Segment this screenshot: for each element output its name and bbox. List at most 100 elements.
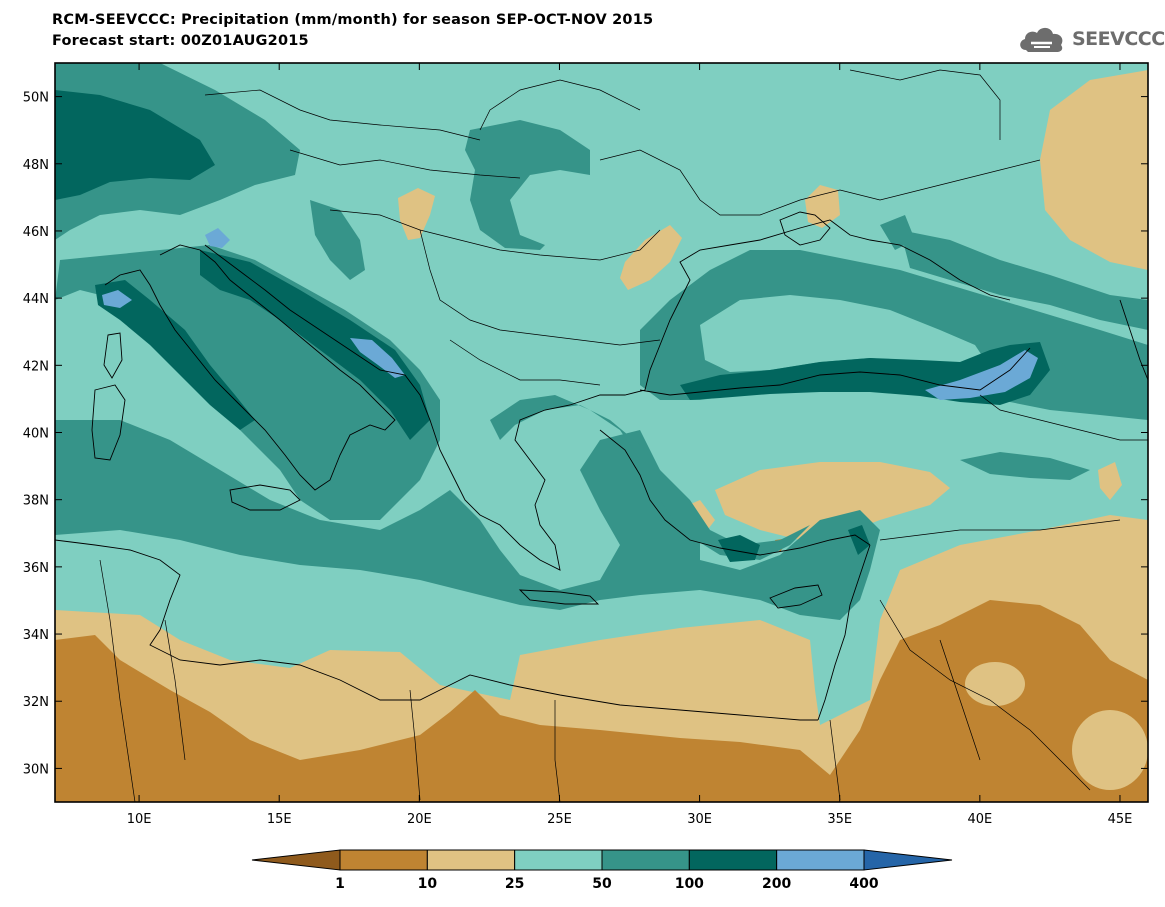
lon-tick-label: 10E [127,812,152,827]
lat-tick-label: 50N [23,91,49,106]
border-15 [409,689,421,801]
band-200-400-adriatic [350,338,405,378]
band-100-200-turkey-s [718,535,760,562]
colorbar: 1 10 25 50 100 200 400 [251,849,953,892]
lat-tick-label: 30N [23,762,49,777]
band-10-25-northeast [1040,70,1148,270]
band-25-50-blacksea-inner [700,295,985,372]
colorbar-low-triangle [251,849,341,871]
coast-cyprus [769,584,823,609]
band-50-100-georgia [1060,350,1148,390]
border-9 [979,394,1148,441]
band-50-100-ionian [55,420,880,620]
border-3 [329,209,661,261]
coast-levant [817,544,871,721]
coast-sardinia [91,384,126,461]
colorbar-label: 10 [418,876,438,892]
band-10-25-turkey-e [1098,462,1122,500]
band-10-25-anatolia [715,462,950,540]
lat-tick-label: 42N [23,359,49,374]
border-14 [554,700,561,802]
colorbar-box [426,849,516,871]
lon-tick-label: 30E [687,812,712,827]
colorbar-box [776,849,865,871]
lon-tick-label: 45E [1108,812,1133,827]
lat-tick-label: 34N [23,628,49,643]
forecast-start-label: Forecast start: 00Z01AUG2015 [52,33,309,49]
border-5 [449,339,601,386]
band-50-100-aegean [490,395,810,560]
band-200-400-liguria [102,290,132,308]
border-6 [599,149,1041,216]
border-16 [99,559,136,802]
lat-tick-label: 48N [23,158,49,173]
border-4 [419,229,661,346]
colorbar-label: 400 [849,876,878,892]
lat-tick-label: 40N [23,427,49,442]
border-2 [289,149,521,179]
band-50-100-caucasus [900,230,1148,330]
coast-caspian [1119,299,1148,381]
coast-balkans [204,219,1011,571]
colorbar-label: 200 [762,876,791,892]
lat-tick-label: 44N [23,292,49,307]
colorbar-box [688,849,778,871]
coast-blacksea-s [639,347,1031,396]
lon-tick-label: 40E [967,812,992,827]
colorbar-label: 100 [675,876,704,892]
border-1 [204,89,481,141]
seevccc-logo: SEEVCCC [1016,22,1165,58]
band-10-25-moldova [620,225,682,290]
colorbar-box [601,849,690,871]
coast-corsica [103,332,123,379]
band-200-400-istria [205,228,230,248]
colorbar-label: 1 [335,876,345,892]
lat-tick-label: 38N [23,494,49,509]
coast-italy [104,244,396,491]
coastlines [55,211,1148,721]
lat-tick-label: 32N [23,695,49,710]
lon-tick-label: 15E [267,812,292,827]
colorbar-box [339,849,428,871]
band-1-10-south [55,600,1148,802]
band-100-200-tyrrhenian [95,280,255,430]
band-100-200-alps [55,90,215,200]
coast-africa [55,539,818,721]
band-50-100-dinaric [310,200,365,280]
band-10-25-pocket [965,662,1025,706]
band-10-25-crimea [805,185,840,228]
coast-crimea [779,211,831,246]
border-13 [829,719,841,801]
country-borders [99,69,1148,802]
band-10-25-pocket-2 [1072,710,1148,790]
band-200-400-blacksea [925,350,1038,400]
lat-tick-label: 36N [23,561,49,576]
band-100-200-adriatic [200,250,430,440]
band-50-100-carpathian [465,120,590,250]
axis-ticks: 10E 15E 20E 25E 30E 35E 40E 45E 30N 32N 34N 36N 38N 4… [23,63,1148,827]
lon-tick-label: 20E [407,812,432,827]
band-50-100-crimea-n [880,215,915,250]
logo-text: SEEVCCC [1072,28,1165,50]
coast-crete [518,589,600,605]
band-10-25-hungary [398,188,435,240]
colorbar-box [514,849,603,871]
border-11 [879,599,1091,791]
border-12 [939,639,981,761]
lon-tick-label: 35E [827,812,852,827]
border-17 [164,619,186,761]
border-8 [479,79,641,131]
coast-turkey-s [599,429,871,556]
lat-tick-label: 46N [23,225,49,240]
colorbar-label: 50 [592,876,612,892]
border-7 [849,69,1001,140]
colorbar-label: 25 [505,876,524,892]
band-50-100-turkey-e [960,452,1090,480]
lon-tick-label: 25E [547,812,572,827]
cloud-icon [1020,27,1063,52]
colorbar-high-triangle [863,849,953,871]
band-100-200-levant [848,525,870,555]
coast-sicily [229,484,301,511]
border-10 [879,519,1121,541]
